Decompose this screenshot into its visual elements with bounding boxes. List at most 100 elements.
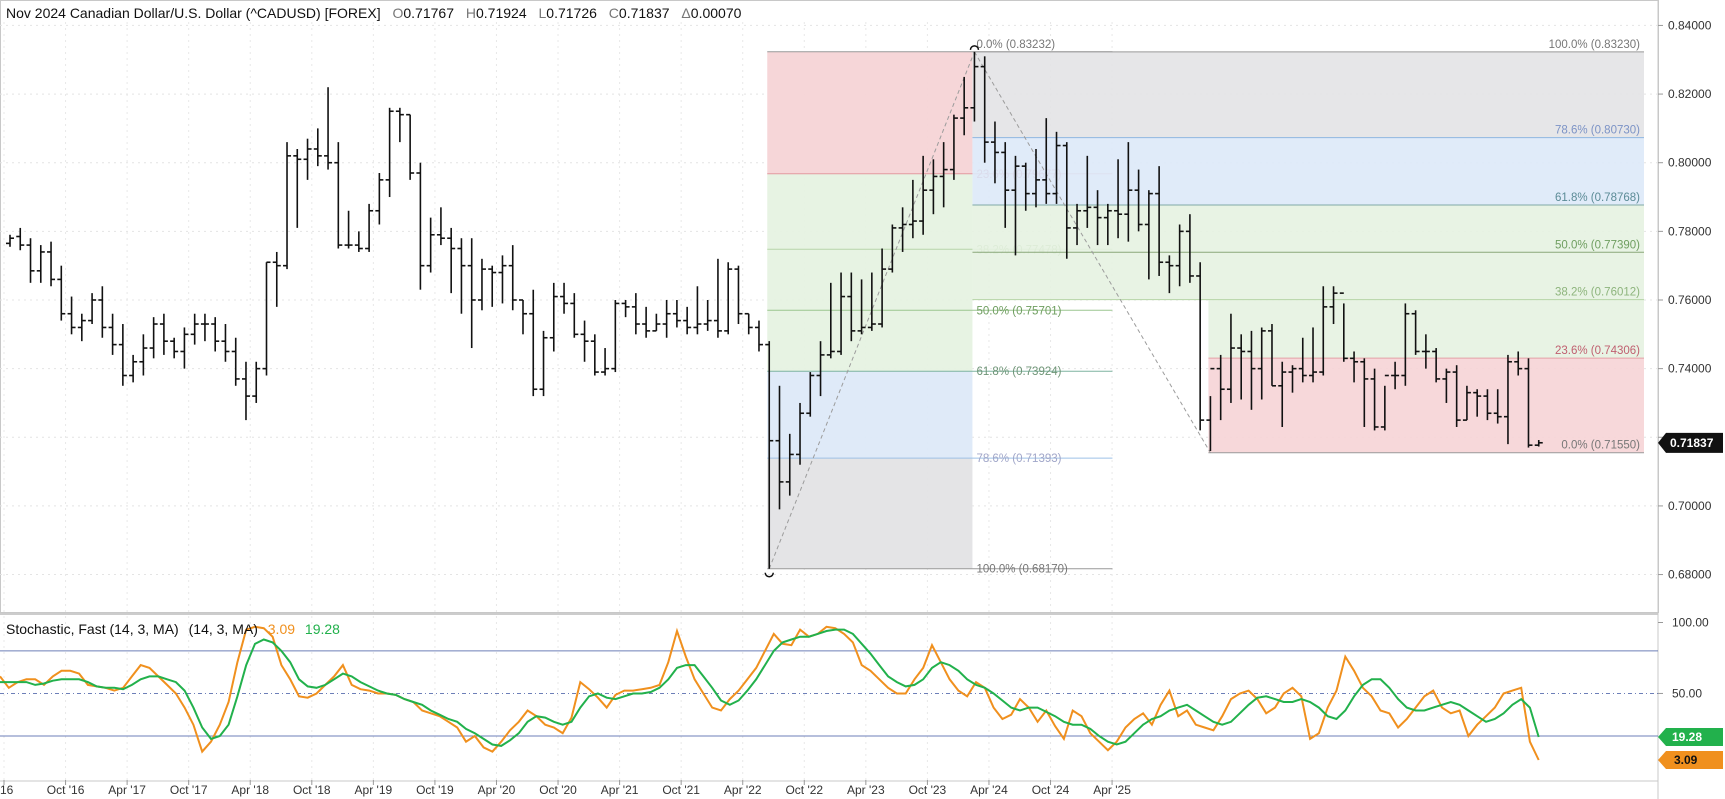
time-tick-label: Apr '23	[847, 783, 885, 797]
fib-right-zone	[972, 51, 1644, 138]
ohlc-bar	[416, 162, 425, 290]
fib-right-label: 38.2% (0.76012)	[1555, 287, 1640, 299]
ohlc-bar	[693, 286, 702, 335]
stochastic-d-tag-label: 19.28	[1672, 730, 1702, 744]
swing-high-marker	[969, 45, 980, 50]
ohlc-bar	[313, 128, 322, 167]
ohlc-bar	[1411, 310, 1420, 355]
ohlc-bar	[826, 282, 835, 359]
ohlc-bar	[580, 320, 589, 362]
ohlc-bar	[262, 261, 271, 376]
ohlc-bar	[539, 330, 548, 397]
time-tick-label: 16	[0, 783, 14, 797]
ohlc-bar	[406, 113, 415, 180]
ohlc-bar	[1329, 286, 1338, 325]
ohlc-bar	[395, 107, 404, 143]
fib-left-label: 50.0% (0.75701)	[976, 305, 1061, 317]
swing-low-marker	[764, 572, 774, 578]
close-label: C	[609, 5, 619, 21]
time-tick-label: Apr '22	[724, 783, 762, 797]
change-label: Δ	[681, 5, 690, 21]
ohlc-bar	[324, 87, 333, 170]
price-tick-label: 0.80000	[1668, 156, 1712, 170]
ohlc-bar	[200, 313, 209, 342]
ohlc-bar	[929, 159, 938, 215]
header: Nov 2024 Canadian Dollar/U.S. Dollar (^C…	[6, 5, 742, 21]
ohlc-bar	[919, 155, 928, 235]
ohlc-bar	[1452, 365, 1461, 427]
ohlc-bar	[1083, 155, 1092, 228]
time-tick-label: Oct '17	[170, 783, 208, 797]
ohlc-bar	[837, 272, 846, 355]
ohlc-bar	[857, 279, 866, 335]
ohlc-bar	[436, 207, 445, 246]
ohlc-bar	[477, 258, 486, 311]
time-tick-label: Oct '20	[539, 783, 577, 797]
time-tick-label: Apr '19	[355, 783, 393, 797]
fib-left-zone	[767, 51, 973, 174]
ohlc-bar	[908, 179, 917, 239]
open-value: 0.71767	[403, 5, 454, 21]
ohlc-bar	[344, 210, 353, 249]
time-tick-label: Oct '22	[785, 783, 823, 797]
stochastic-d-tag	[1658, 728, 1723, 747]
ohlc-bar	[1401, 303, 1410, 386]
ohlc-bar	[754, 320, 763, 352]
ohlc-bar	[1144, 190, 1153, 280]
price-tick-label: 0.68000	[1668, 568, 1712, 582]
ohlc-bar	[1309, 327, 1318, 383]
ohlc-bar	[1114, 159, 1123, 239]
fib-right-zone	[972, 252, 1644, 300]
low-label: L	[539, 5, 547, 21]
ohlc-bar	[283, 142, 292, 270]
ohlc-bar	[652, 313, 661, 332]
ohlc-bar	[272, 251, 281, 307]
ohlc-bar	[878, 248, 887, 328]
ohlc-bar	[426, 217, 435, 273]
ohlc-bar	[1165, 255, 1174, 294]
time-tick-label: Oct '21	[662, 783, 700, 797]
ohlc-bar	[1257, 327, 1266, 400]
ohlc-bar	[241, 361, 250, 421]
ohlc-bar	[47, 241, 56, 287]
ohlc-bar	[765, 341, 774, 569]
ohlc-bar	[519, 299, 527, 335]
ohlc-bar	[1339, 292, 1348, 362]
ohlc-bar	[1175, 224, 1184, 287]
ohlc-bar	[662, 299, 671, 338]
ohlc-bar	[898, 207, 907, 252]
ohlc-bar	[354, 231, 363, 252]
ohlc-bar	[621, 299, 630, 318]
time-tick-label: Oct '24	[1032, 783, 1070, 797]
ohlc-bar	[1298, 337, 1307, 383]
ohlc-bar	[1288, 365, 1297, 393]
ohlc-bar	[1360, 358, 1369, 427]
ohlc-bar	[888, 224, 897, 273]
ohlc-bar	[1124, 142, 1133, 242]
ohlc-bar	[149, 317, 158, 359]
ohlc-bar	[775, 385, 784, 510]
price-tick-label: 0.74000	[1668, 362, 1712, 376]
ohlc-bar	[385, 107, 394, 198]
open-label: O	[392, 5, 403, 21]
ohlc-bar	[1370, 368, 1379, 431]
ohlc-bar	[16, 227, 25, 251]
ohlc-bar	[1073, 203, 1082, 246]
stochastic-k-tag-label: 3.09	[1674, 753, 1698, 767]
fib-right-label: 23.6% (0.74306)	[1555, 345, 1640, 357]
fib-right-zone	[1208, 358, 1644, 453]
fib-left-label: 78.6% (0.71393)	[976, 453, 1061, 465]
ohlc-bar	[457, 238, 466, 314]
ohlc-bar	[1350, 351, 1359, 383]
ohlc-bar	[108, 313, 117, 355]
ohlc-bar	[642, 306, 651, 338]
ohlc-bar	[1391, 361, 1400, 390]
change-value: 0.00070	[691, 5, 742, 21]
time-tick-label: Oct '18	[293, 783, 331, 797]
ohlc-bar	[159, 313, 168, 355]
ohlc-bar	[1462, 385, 1471, 421]
ohlc-bar	[1185, 214, 1194, 283]
ohlc-bar	[1442, 368, 1451, 403]
ohlc-bar	[447, 227, 456, 294]
